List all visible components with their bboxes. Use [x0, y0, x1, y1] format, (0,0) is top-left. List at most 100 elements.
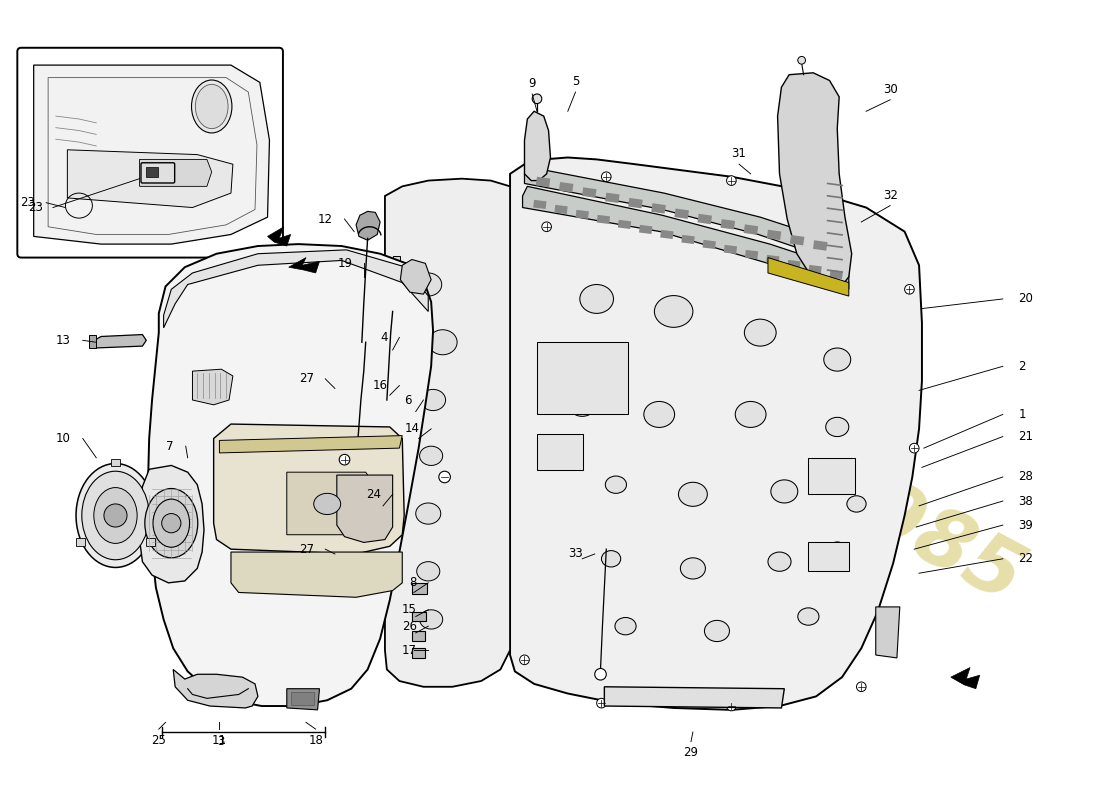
Bar: [697, 214, 712, 224]
Bar: [703, 240, 716, 249]
Text: europarts1985: europarts1985: [408, 238, 1035, 620]
Bar: [76, 538, 86, 546]
Bar: [766, 255, 780, 264]
Bar: [674, 209, 689, 219]
Ellipse shape: [196, 84, 228, 129]
Circle shape: [727, 702, 736, 711]
Polygon shape: [213, 424, 404, 554]
Polygon shape: [192, 370, 233, 405]
Ellipse shape: [824, 348, 850, 371]
Ellipse shape: [76, 463, 155, 567]
Bar: [651, 203, 666, 214]
Bar: [745, 250, 758, 259]
Bar: [724, 245, 737, 254]
Polygon shape: [400, 259, 431, 294]
Text: 20: 20: [1019, 293, 1033, 306]
Polygon shape: [67, 150, 233, 207]
Text: 31: 31: [732, 147, 747, 160]
Polygon shape: [34, 65, 270, 244]
Text: 6: 6: [405, 394, 411, 406]
Polygon shape: [356, 211, 381, 240]
Ellipse shape: [602, 550, 620, 567]
Circle shape: [103, 504, 127, 527]
Bar: [808, 265, 822, 274]
Polygon shape: [164, 250, 428, 328]
Polygon shape: [231, 552, 403, 598]
Circle shape: [727, 176, 736, 186]
Circle shape: [339, 454, 350, 465]
Ellipse shape: [798, 608, 820, 625]
Polygon shape: [288, 258, 319, 273]
Circle shape: [857, 682, 866, 691]
Circle shape: [798, 57, 805, 64]
Text: 7: 7: [166, 440, 173, 453]
Ellipse shape: [428, 330, 458, 354]
Polygon shape: [768, 258, 849, 296]
Text: 9: 9: [528, 77, 536, 90]
Polygon shape: [287, 472, 375, 534]
Bar: [536, 177, 550, 187]
Bar: [788, 260, 801, 269]
Ellipse shape: [828, 542, 846, 556]
Ellipse shape: [847, 496, 866, 512]
Ellipse shape: [420, 390, 446, 410]
Bar: [829, 270, 843, 279]
Bar: [639, 225, 652, 234]
Text: 27: 27: [299, 372, 314, 386]
Ellipse shape: [826, 418, 849, 437]
Circle shape: [519, 655, 529, 665]
Bar: [145, 538, 155, 546]
Text: 22: 22: [1019, 552, 1033, 566]
Polygon shape: [510, 158, 922, 710]
Text: 18: 18: [308, 734, 323, 747]
Text: 21: 21: [1019, 430, 1033, 443]
Ellipse shape: [81, 471, 150, 560]
Text: 3: 3: [218, 735, 226, 748]
Bar: [537, 342, 628, 414]
Circle shape: [602, 172, 612, 182]
Text: 24: 24: [366, 488, 381, 501]
Ellipse shape: [745, 319, 777, 346]
Circle shape: [904, 285, 914, 294]
Ellipse shape: [679, 482, 707, 506]
Bar: [534, 200, 547, 209]
Bar: [808, 458, 855, 494]
Text: 26: 26: [402, 620, 417, 633]
Circle shape: [162, 514, 180, 533]
Bar: [660, 230, 673, 239]
FancyBboxPatch shape: [18, 48, 283, 258]
Bar: [582, 187, 596, 198]
Ellipse shape: [145, 489, 198, 558]
Text: 16: 16: [373, 379, 388, 392]
Text: 28: 28: [1019, 470, 1033, 483]
Polygon shape: [95, 334, 146, 348]
Ellipse shape: [569, 394, 596, 416]
Bar: [411, 612, 427, 622]
Text: 1: 1: [1019, 408, 1025, 421]
Text: 10: 10: [55, 432, 70, 445]
Text: 2: 2: [1019, 360, 1025, 373]
Ellipse shape: [771, 480, 797, 503]
Polygon shape: [219, 436, 403, 453]
Bar: [411, 583, 427, 594]
Polygon shape: [140, 159, 211, 186]
FancyBboxPatch shape: [141, 162, 175, 183]
Ellipse shape: [735, 402, 766, 427]
Bar: [618, 220, 631, 229]
Polygon shape: [385, 178, 510, 686]
Polygon shape: [522, 186, 849, 290]
Ellipse shape: [615, 618, 636, 635]
Polygon shape: [604, 686, 784, 708]
Ellipse shape: [417, 562, 440, 581]
Polygon shape: [148, 244, 433, 706]
Circle shape: [439, 471, 450, 482]
Bar: [554, 205, 568, 214]
Polygon shape: [525, 167, 849, 266]
Bar: [808, 542, 849, 571]
Polygon shape: [140, 466, 204, 583]
Ellipse shape: [415, 273, 442, 296]
Circle shape: [532, 94, 542, 103]
Polygon shape: [173, 670, 257, 708]
Ellipse shape: [94, 487, 138, 543]
Text: 32: 32: [882, 189, 898, 202]
